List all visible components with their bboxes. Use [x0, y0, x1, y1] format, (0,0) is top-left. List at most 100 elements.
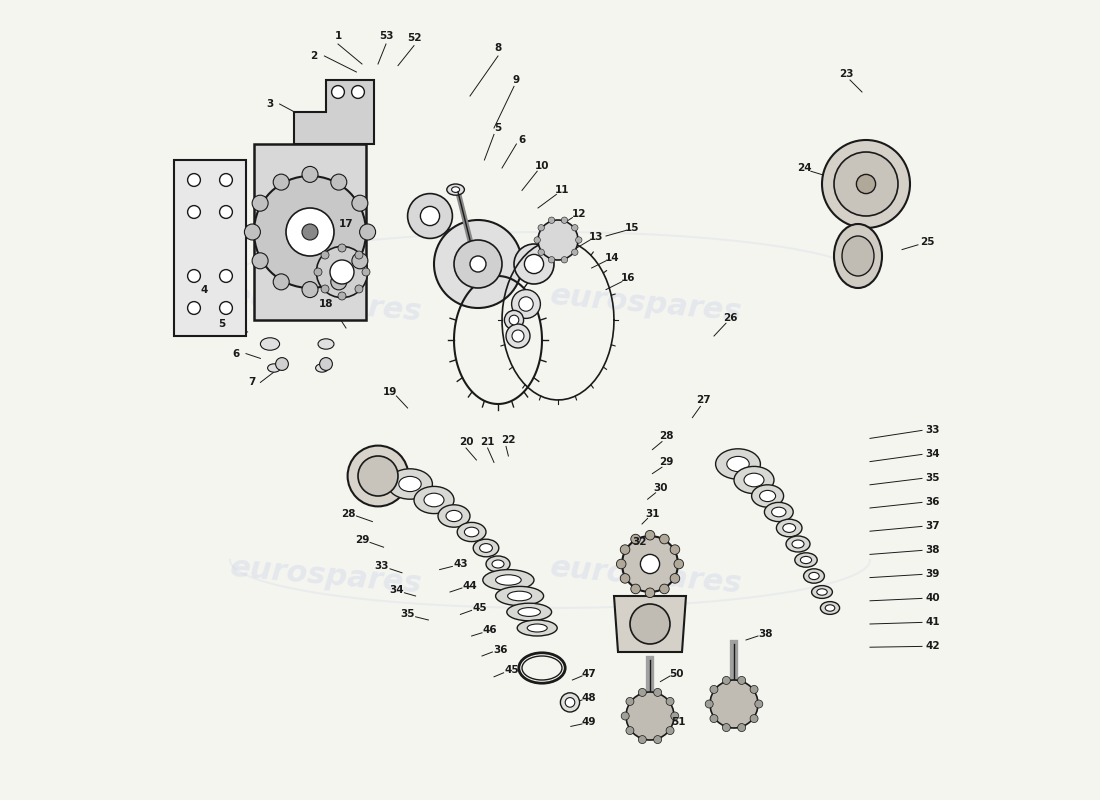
Circle shape — [317, 246, 367, 298]
Text: 29: 29 — [659, 458, 673, 467]
Circle shape — [320, 358, 332, 370]
Circle shape — [705, 700, 713, 708]
Circle shape — [331, 86, 344, 98]
Polygon shape — [614, 596, 686, 652]
Text: 20: 20 — [459, 437, 473, 446]
Circle shape — [572, 225, 578, 231]
Ellipse shape — [452, 187, 460, 192]
Text: 52: 52 — [407, 33, 421, 42]
Circle shape — [538, 249, 544, 255]
Circle shape — [565, 698, 575, 707]
Circle shape — [276, 358, 288, 370]
Ellipse shape — [808, 573, 820, 579]
Ellipse shape — [496, 586, 543, 606]
Text: 33: 33 — [925, 426, 939, 435]
Circle shape — [454, 240, 502, 288]
Circle shape — [434, 220, 522, 308]
Text: 10: 10 — [535, 162, 549, 171]
Text: 27: 27 — [696, 395, 711, 405]
Text: 46: 46 — [483, 626, 497, 635]
Circle shape — [302, 166, 318, 182]
Circle shape — [755, 700, 762, 708]
Text: 28: 28 — [659, 431, 673, 441]
Text: 31: 31 — [645, 509, 660, 518]
Circle shape — [621, 536, 678, 592]
Circle shape — [621, 712, 629, 720]
Circle shape — [512, 330, 524, 342]
Ellipse shape — [464, 527, 478, 537]
Ellipse shape — [518, 608, 540, 616]
Text: 25: 25 — [921, 237, 935, 246]
Ellipse shape — [825, 605, 835, 611]
Circle shape — [660, 534, 669, 544]
Text: 49: 49 — [581, 717, 596, 726]
Circle shape — [331, 274, 346, 290]
Circle shape — [674, 559, 683, 569]
Text: 6: 6 — [518, 135, 526, 145]
Circle shape — [538, 220, 578, 260]
Ellipse shape — [446, 510, 462, 522]
Text: 44: 44 — [463, 581, 477, 590]
Circle shape — [512, 290, 540, 318]
Circle shape — [188, 302, 200, 314]
Text: 11: 11 — [554, 186, 570, 195]
Bar — [254, 144, 366, 320]
Ellipse shape — [507, 603, 551, 621]
Ellipse shape — [804, 569, 824, 583]
Text: 6: 6 — [233, 349, 240, 358]
Circle shape — [534, 237, 540, 243]
Circle shape — [302, 224, 318, 240]
Circle shape — [273, 274, 289, 290]
Ellipse shape — [492, 560, 504, 568]
Ellipse shape — [771, 507, 786, 517]
Text: 42: 42 — [925, 642, 939, 651]
Text: 34: 34 — [925, 450, 939, 459]
Text: 35: 35 — [400, 610, 415, 619]
Circle shape — [506, 324, 530, 348]
Ellipse shape — [764, 502, 793, 522]
Text: eurospares: eurospares — [549, 553, 744, 599]
Circle shape — [321, 251, 329, 259]
Ellipse shape — [795, 553, 817, 567]
Text: 3: 3 — [266, 99, 274, 109]
Ellipse shape — [792, 540, 804, 548]
Text: 1: 1 — [334, 31, 342, 41]
Ellipse shape — [414, 486, 454, 514]
Ellipse shape — [842, 236, 874, 276]
Ellipse shape — [318, 339, 334, 349]
Circle shape — [360, 224, 375, 240]
Circle shape — [620, 574, 630, 583]
Text: 21: 21 — [481, 437, 495, 446]
Circle shape — [670, 574, 680, 583]
Text: 36: 36 — [493, 645, 507, 654]
Text: 41: 41 — [925, 618, 939, 627]
Ellipse shape — [496, 574, 521, 585]
Circle shape — [188, 270, 200, 282]
Text: 7: 7 — [248, 378, 255, 387]
Circle shape — [710, 680, 758, 728]
Circle shape — [352, 195, 367, 211]
Ellipse shape — [786, 536, 810, 552]
Circle shape — [220, 270, 232, 282]
Text: 45: 45 — [472, 603, 487, 613]
Circle shape — [572, 249, 578, 255]
Ellipse shape — [801, 557, 812, 563]
Ellipse shape — [438, 505, 470, 527]
Circle shape — [362, 268, 370, 276]
Circle shape — [671, 712, 679, 720]
Text: eurospares: eurospares — [229, 281, 424, 327]
Circle shape — [822, 140, 910, 228]
Text: 37: 37 — [925, 522, 939, 531]
Circle shape — [352, 253, 367, 269]
Circle shape — [321, 285, 329, 293]
Circle shape — [561, 217, 568, 223]
Circle shape — [358, 456, 398, 496]
Circle shape — [638, 689, 647, 697]
Text: 12: 12 — [572, 210, 586, 219]
Circle shape — [331, 174, 346, 190]
Ellipse shape — [777, 519, 802, 537]
Circle shape — [355, 285, 363, 293]
Circle shape — [561, 257, 568, 263]
Ellipse shape — [783, 524, 795, 533]
Circle shape — [723, 723, 730, 731]
